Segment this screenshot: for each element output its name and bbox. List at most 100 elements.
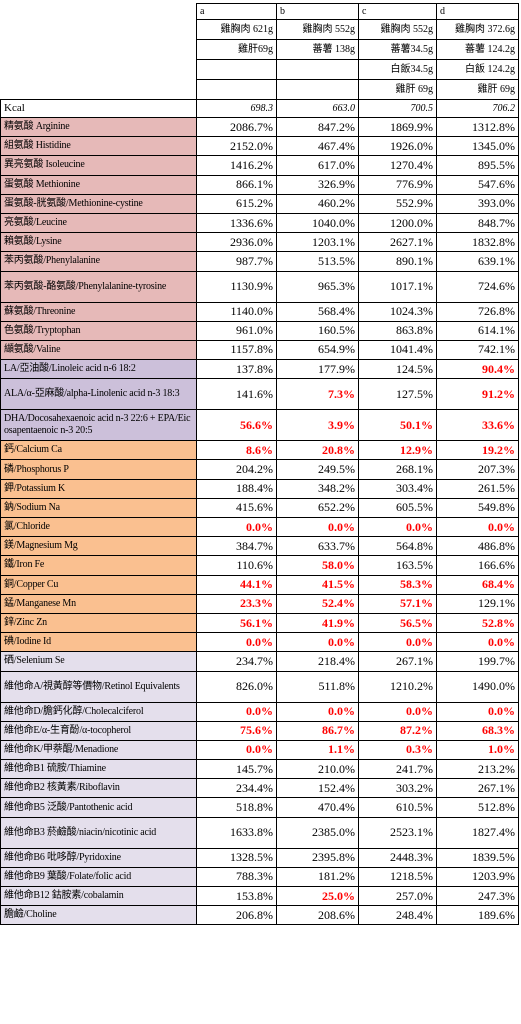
- value-cell-a: 44.1%: [196, 574, 277, 595]
- value-cell-d: 52.8%: [436, 612, 519, 634]
- nutrient-label: 鎂/Magnesium Mg: [0, 536, 197, 557]
- value-cell-c: 890.1%: [358, 251, 437, 272]
- value-cell-a: 141.6%: [196, 378, 277, 411]
- table-row: 維他命B12 鈷胺素/cobalamin 153.8% 25.0% 257.0% 247…: [0, 885, 519, 907]
- value-cell-a: 206.8%: [196, 905, 277, 926]
- value-cell-b: 511.8%: [276, 670, 359, 703]
- value-cell-d: 1345.0%: [436, 136, 519, 157]
- value-cell-c: 303.2%: [358, 778, 437, 799]
- value-cell-a: 110.6%: [196, 555, 277, 576]
- table-row: 磷/Phosphorus P 204.2% 249.5% 268.1% 207.3%: [0, 459, 519, 480]
- nutrient-label: DHA/Docosahexaenoic acid n-3 22:6 + EPA/…: [0, 409, 197, 442]
- value-cell-b: 160.5%: [276, 320, 359, 341]
- value-cell-b: 2395.8%: [276, 847, 359, 868]
- table-row: 鈣/Calcium Ca 8.6% 20.8% 12.9% 19.2%: [0, 440, 519, 461]
- value-cell-b: 41.5%: [276, 574, 359, 595]
- value-cell-c: 564.8%: [358, 536, 437, 557]
- value-cell-c: 1210.2%: [358, 670, 437, 703]
- value-cell-a: 384.7%: [196, 536, 277, 557]
- value-cell-b: 0.0%: [276, 632, 359, 653]
- value-cell-a: 0.0%: [196, 701, 277, 722]
- value-cell-c: 241.7%: [358, 759, 437, 780]
- nutrient-label: 維他命A/視黃醇等價物/Retinol Equivalents: [0, 670, 197, 703]
- value-cell-a: 1336.6%: [196, 212, 277, 234]
- kcal-value-b: 663.0: [276, 99, 359, 118]
- value-cell-c: 1270.4%: [358, 155, 437, 176]
- table-row: 鈉/Sodium Na 415.6% 652.2% 605.5% 549.8%: [0, 497, 519, 519]
- value-cell-a: 1328.5%: [196, 847, 277, 868]
- value-cell-d: 742.1%: [436, 339, 519, 361]
- value-cell-d: 549.8%: [436, 497, 519, 519]
- nutrient-label: 維他命B5 泛酸/Pantothenic acid: [0, 797, 197, 818]
- nutrient-label: 維他命D/膽鈣化醇/Cholecalciferol: [0, 701, 197, 722]
- value-cell-c: 50.1%: [358, 409, 437, 442]
- table-row: 維他命B6 吡哆醇/Pyridoxine 1328.5% 2395.8% 2448.3…: [0, 847, 519, 868]
- nutrient-label: 鉀/Potassium K: [0, 478, 197, 499]
- column-d-line1: 雞胸肉 372.6g: [436, 19, 519, 40]
- value-cell-c: 1200.0%: [358, 212, 437, 234]
- table-row: 蘇氨酸/Threonine 1140.0% 568.4% 1024.3% 726.8%: [0, 301, 519, 322]
- value-cell-d: 1827.4%: [436, 816, 519, 849]
- value-cell-d: 199.7%: [436, 651, 519, 672]
- value-cell-c: 57.1%: [358, 593, 437, 614]
- value-cell-c: 863.8%: [358, 320, 437, 341]
- value-cell-d: 19.2%: [436, 440, 519, 461]
- value-cell-b: 617.0%: [276, 155, 359, 176]
- value-cell-c: 0.0%: [358, 701, 437, 722]
- value-cell-d: 726.8%: [436, 301, 519, 322]
- nutrient-label: 氯/Chloride: [0, 516, 197, 538]
- nutrient-label: 維他命B9 葉酸/Folate/folic acid: [0, 866, 197, 888]
- value-cell-c: 1218.5%: [358, 866, 437, 888]
- value-cell-b: 249.5%: [276, 459, 359, 480]
- nutrient-label: 碘/Iodine Id: [0, 632, 197, 653]
- table-row: 精氨酸 Arginine 2086.7% 847.2% 1869.9% 1312.8%: [0, 116, 519, 138]
- table-row: ALA/α-亞麻酸/alpha-Linolenic acid n-3 18:3 1…: [0, 378, 519, 411]
- table-row: DHA/Docosahexaenoic acid n-3 22:6 + EPA/…: [0, 409, 519, 442]
- column-c-line3: 白飯34.5g: [358, 59, 437, 80]
- table-row: 維他命B5 泛酸/Pantothenic acid 518.8% 470.4% 610…: [0, 797, 519, 818]
- nutrient-label: ALA/α-亞麻酸/alpha-Linolenic acid n-3 18:3: [0, 378, 197, 411]
- value-cell-d: 267.1%: [436, 778, 519, 799]
- value-cell-d: 895.5%: [436, 155, 519, 176]
- table-row: 蛋氨酸 Methionine 866.1% 326.9% 776.9% 547.6%: [0, 174, 519, 195]
- nutrient-label: 錳/Manganese Mn: [0, 593, 197, 614]
- nutrient-label: 苯丙氨酸/Phenylalanine: [0, 251, 197, 272]
- nutrient-label: 鈉/Sodium Na: [0, 497, 197, 519]
- value-cell-c: 58.3%: [358, 574, 437, 595]
- column-c-line2: 蕃薯34.5g: [358, 39, 437, 60]
- table-row: 苯丙氨酸/Phenylalanine 987.7% 513.5% 890.1% 639.…: [0, 251, 519, 272]
- value-cell-d: 724.6%: [436, 270, 519, 303]
- kcal-row: Kcal 698.3 663.0 700.5 706.2: [0, 99, 519, 118]
- nutrient-label: LA/亞油酸/Linoleic acid n-6 18:2: [0, 359, 197, 380]
- value-cell-c: 776.9%: [358, 174, 437, 195]
- value-cell-d: 0.0%: [436, 516, 519, 538]
- table-row: 賴氨酸/Lysine 2936.0% 1203.1% 2627.1% 1832.8%: [0, 232, 519, 253]
- header-blank: [1, 4, 197, 20]
- value-cell-d: 1839.5%: [436, 847, 519, 868]
- table-row: 錳/Manganese Mn 23.3% 52.4% 57.1% 129.1%: [0, 593, 519, 614]
- nutrient-label: 維他命B12 鈷胺素/cobalamin: [0, 885, 197, 907]
- kcal-label: Kcal: [0, 99, 197, 118]
- value-cell-d: 1490.0%: [436, 670, 519, 703]
- value-cell-a: 2152.0%: [196, 136, 277, 157]
- value-cell-c: 1017.1%: [358, 270, 437, 303]
- column-c-line1: 雞胸肉 552g: [358, 19, 437, 40]
- value-cell-b: 218.4%: [276, 651, 359, 672]
- column-id-a: a: [196, 3, 277, 20]
- value-cell-b: 0.0%: [276, 516, 359, 538]
- value-cell-b: 152.4%: [276, 778, 359, 799]
- column-b-line3: [276, 59, 359, 80]
- value-cell-d: 639.1%: [436, 251, 519, 272]
- value-cell-d: 614.1%: [436, 320, 519, 341]
- value-cell-b: 1.1%: [276, 739, 359, 761]
- table-row: 維他命E/α-生育酚/α-tocopherol 75.6% 86.7% 87.2% 68…: [0, 720, 519, 741]
- value-cell-d: 1312.8%: [436, 116, 519, 138]
- table-row: 維他命B9 葉酸/Folate/folic acid 788.3% 181.2% 12…: [0, 866, 519, 888]
- table-row: 維他命B1 硫胺/Thiamine 145.7% 210.0% 241.7% 213.2…: [0, 759, 519, 780]
- value-cell-b: 181.2%: [276, 866, 359, 888]
- value-cell-b: 41.9%: [276, 612, 359, 634]
- table-row: 色氨酸/Tryptophan 961.0% 160.5% 863.8% 614.1%: [0, 320, 519, 341]
- nutrient-label: 維他命B1 硫胺/Thiamine: [0, 759, 197, 780]
- nutrient-label: 維他命K/甲萘醌/Menadione: [0, 739, 197, 761]
- value-cell-c: 552.9%: [358, 193, 437, 214]
